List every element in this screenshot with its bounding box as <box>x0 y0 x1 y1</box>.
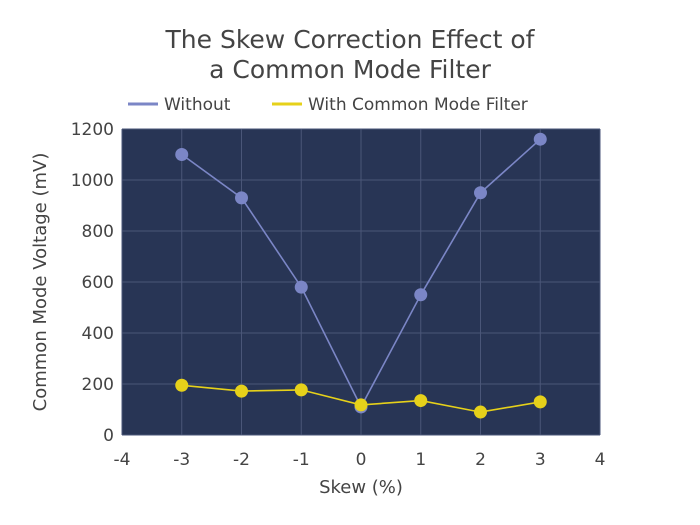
data-point <box>175 148 189 161</box>
y-tick-label: 200 <box>82 375 114 395</box>
data-point <box>235 384 248 398</box>
chart-title-line-2: a Common Mode Filter <box>209 55 492 84</box>
x-tick-label: -4 <box>114 450 131 470</box>
data-point <box>414 288 428 302</box>
legend-label-without: Without <box>164 95 231 115</box>
y-tick-label: 0 <box>103 426 114 446</box>
data-point <box>354 398 368 412</box>
data-point <box>533 395 547 409</box>
data-point <box>294 383 308 397</box>
y-tick-label: 400 <box>82 324 114 344</box>
x-tick-label: -1 <box>293 450 310 470</box>
data-point <box>533 132 547 146</box>
data-point <box>235 191 248 205</box>
y-axis-ticks: 0 200 400 600 800 1000 1200 <box>71 120 114 446</box>
x-tick-label: 1 <box>415 450 426 470</box>
y-axis-label: Common Mode Voltage (mV) <box>30 153 51 412</box>
series-layer <box>175 132 547 419</box>
x-tick-label: -3 <box>173 450 190 470</box>
data-point <box>414 394 428 408</box>
data-point <box>474 186 487 200</box>
legend-item-without[interactable]: Without <box>128 95 231 115</box>
x-axis-ticks: -4 -3 -2 -1 0 1 2 3 4 <box>114 450 606 470</box>
data-point <box>474 405 487 419</box>
x-tick-label: 0 <box>356 450 367 470</box>
x-axis-label: Skew (%) <box>319 477 403 498</box>
legend-item-with-filter[interactable]: With Common Mode Filter <box>272 95 528 115</box>
y-tick-label: 1200 <box>71 120 114 140</box>
x-tick-label: 3 <box>535 450 546 470</box>
legend[interactable]: Without With Common Mode Filter <box>128 95 528 115</box>
y-tick-label: 600 <box>82 273 114 293</box>
data-point <box>294 280 308 294</box>
x-tick-label: -2 <box>233 450 250 470</box>
chart-title-line-1: The Skew Correction Effect of <box>165 25 536 54</box>
x-tick-label: 4 <box>595 450 606 470</box>
x-tick-label: 2 <box>475 450 486 470</box>
series-1 <box>175 378 547 419</box>
y-tick-label: 1000 <box>71 171 114 191</box>
y-tick-label: 800 <box>82 222 114 242</box>
legend-label-with-filter: With Common Mode Filter <box>308 95 528 115</box>
data-point <box>175 378 189 392</box>
